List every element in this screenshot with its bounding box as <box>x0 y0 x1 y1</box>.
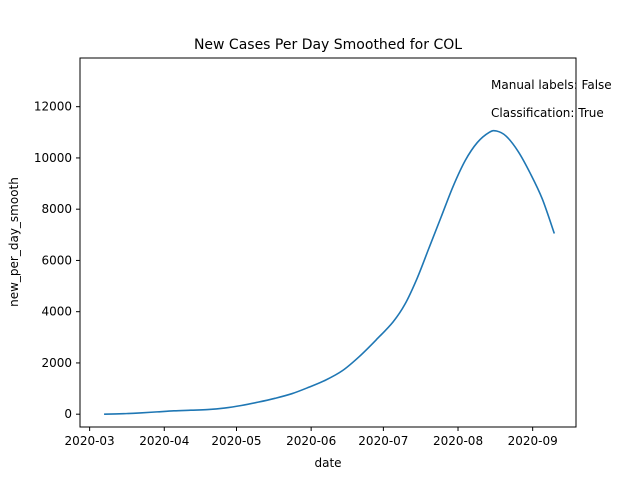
y-axis-ticks: 0 2000 4000 6000 8000 10000 12000 <box>34 100 80 421</box>
y-axis-label: new_per_day_smooth <box>7 177 21 307</box>
y-tick-label: 0 <box>64 407 72 421</box>
y-tick-label: 6000 <box>41 253 72 267</box>
x-axis-label: date <box>314 456 341 470</box>
y-tick-label: 10000 <box>34 151 72 165</box>
x-tick-label: 2020-07 <box>358 434 408 448</box>
x-tick-label: 2020-08 <box>433 434 483 448</box>
x-tick-label: 2020-06 <box>286 434 336 448</box>
series-line <box>104 129 556 415</box>
y-tick-label: 4000 <box>41 305 72 319</box>
chart-title: New Cases Per Day Smoothed for COL <box>194 37 462 53</box>
y-tick-label: 12000 <box>34 100 72 114</box>
series-group <box>104 129 556 415</box>
x-tick-label: 2020-09 <box>508 434 558 448</box>
x-tick-label: 2020-03 <box>65 434 115 448</box>
x-axis-ticks: 2020-03 2020-04 2020-05 2020-06 2020-07 2020-… <box>65 427 558 448</box>
annotation-manual-labels: Manual labels: False <box>491 78 612 92</box>
annotation-classification: Classification: True <box>491 106 604 120</box>
y-tick-label: 8000 <box>41 202 72 216</box>
x-tick-label: 2020-05 <box>211 434 261 448</box>
y-tick-label: 2000 <box>41 356 72 370</box>
plot-area <box>79 57 577 428</box>
plot-frame <box>79 57 577 428</box>
x-tick-label: 2020-04 <box>139 434 189 448</box>
